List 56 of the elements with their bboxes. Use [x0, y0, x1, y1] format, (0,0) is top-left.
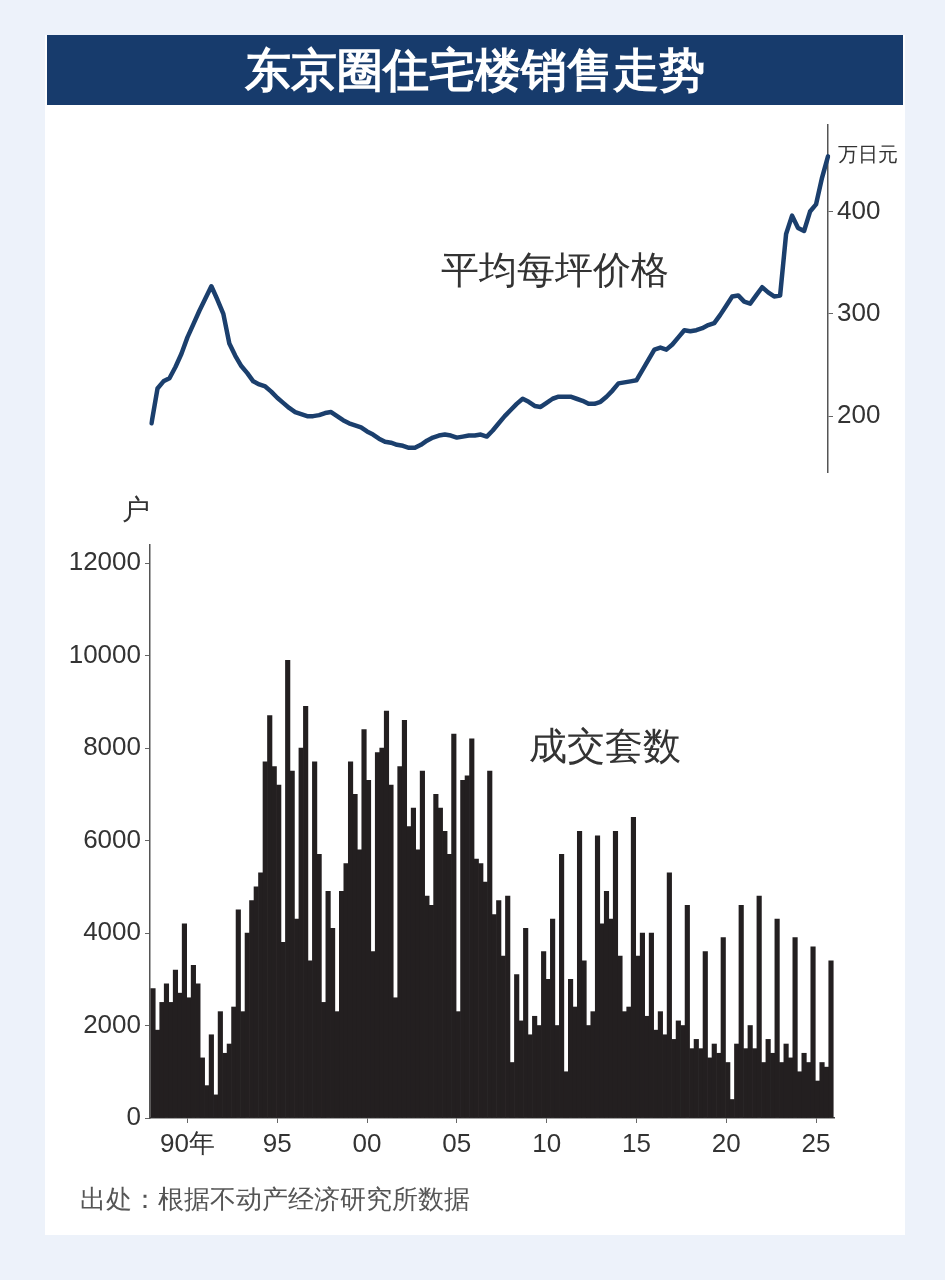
y-tick-label: 300 — [837, 297, 881, 328]
bar — [550, 918, 556, 1118]
series-label: 成交套数 — [528, 724, 681, 769]
bar — [541, 951, 547, 1118]
bar — [523, 928, 529, 1118]
bar — [303, 706, 309, 1118]
y-tick-label: 12000 — [68, 546, 141, 577]
bar — [792, 937, 798, 1118]
bar — [828, 960, 834, 1118]
bar — [702, 951, 708, 1118]
bar — [150, 988, 156, 1118]
bar — [720, 937, 726, 1118]
y-tick-label: 400 — [837, 194, 881, 225]
y-axis-title: 户 — [122, 493, 150, 527]
bar — [361, 729, 367, 1118]
bar — [532, 1015, 538, 1118]
bar — [756, 895, 762, 1118]
bar — [487, 770, 493, 1118]
y-tick-label: 4000 — [83, 916, 141, 947]
bar — [801, 1052, 807, 1118]
x-tick-label: 00 — [352, 1127, 382, 1158]
bar — [285, 659, 291, 1118]
bar — [738, 904, 744, 1118]
bar — [810, 946, 816, 1118]
bar — [469, 738, 475, 1118]
bar — [666, 872, 672, 1118]
y-tick-label: 6000 — [83, 823, 141, 854]
x-tick-label: 20 — [711, 1127, 741, 1158]
chart-title: 东京圈住宅楼销售走势 — [245, 43, 705, 97]
bar — [267, 715, 273, 1118]
x-tick-label: 05 — [442, 1127, 472, 1158]
bar — [208, 1034, 214, 1118]
bar — [433, 793, 439, 1118]
bar — [559, 854, 565, 1118]
text: 出处：根据不动产经济研究所数据 — [80, 1183, 470, 1216]
y-tick-label: 10000 — [68, 638, 141, 669]
x-tick-label: 95 — [262, 1127, 292, 1158]
y-tick-label: 200 — [837, 399, 881, 430]
x-tick-label: 90年 — [159, 1127, 215, 1158]
bar — [451, 733, 457, 1118]
bar — [819, 1062, 825, 1118]
bar — [496, 900, 502, 1118]
bar — [312, 761, 318, 1118]
bar — [505, 895, 511, 1118]
y-tick-label: 8000 — [83, 731, 141, 762]
bar — [514, 974, 520, 1118]
bar — [774, 918, 780, 1118]
bar — [684, 904, 690, 1118]
y-axis-title: 万日元 — [838, 142, 898, 166]
bar — [478, 863, 484, 1118]
series-label: 平均每坪价格 — [440, 247, 669, 292]
x-tick-label: 10 — [532, 1127, 562, 1158]
x-tick-label: 25 — [801, 1127, 831, 1158]
x-tick-label: 15 — [621, 1127, 651, 1158]
y-tick-label: 0 — [126, 1101, 141, 1132]
y-tick-label: 2000 — [83, 1008, 141, 1039]
